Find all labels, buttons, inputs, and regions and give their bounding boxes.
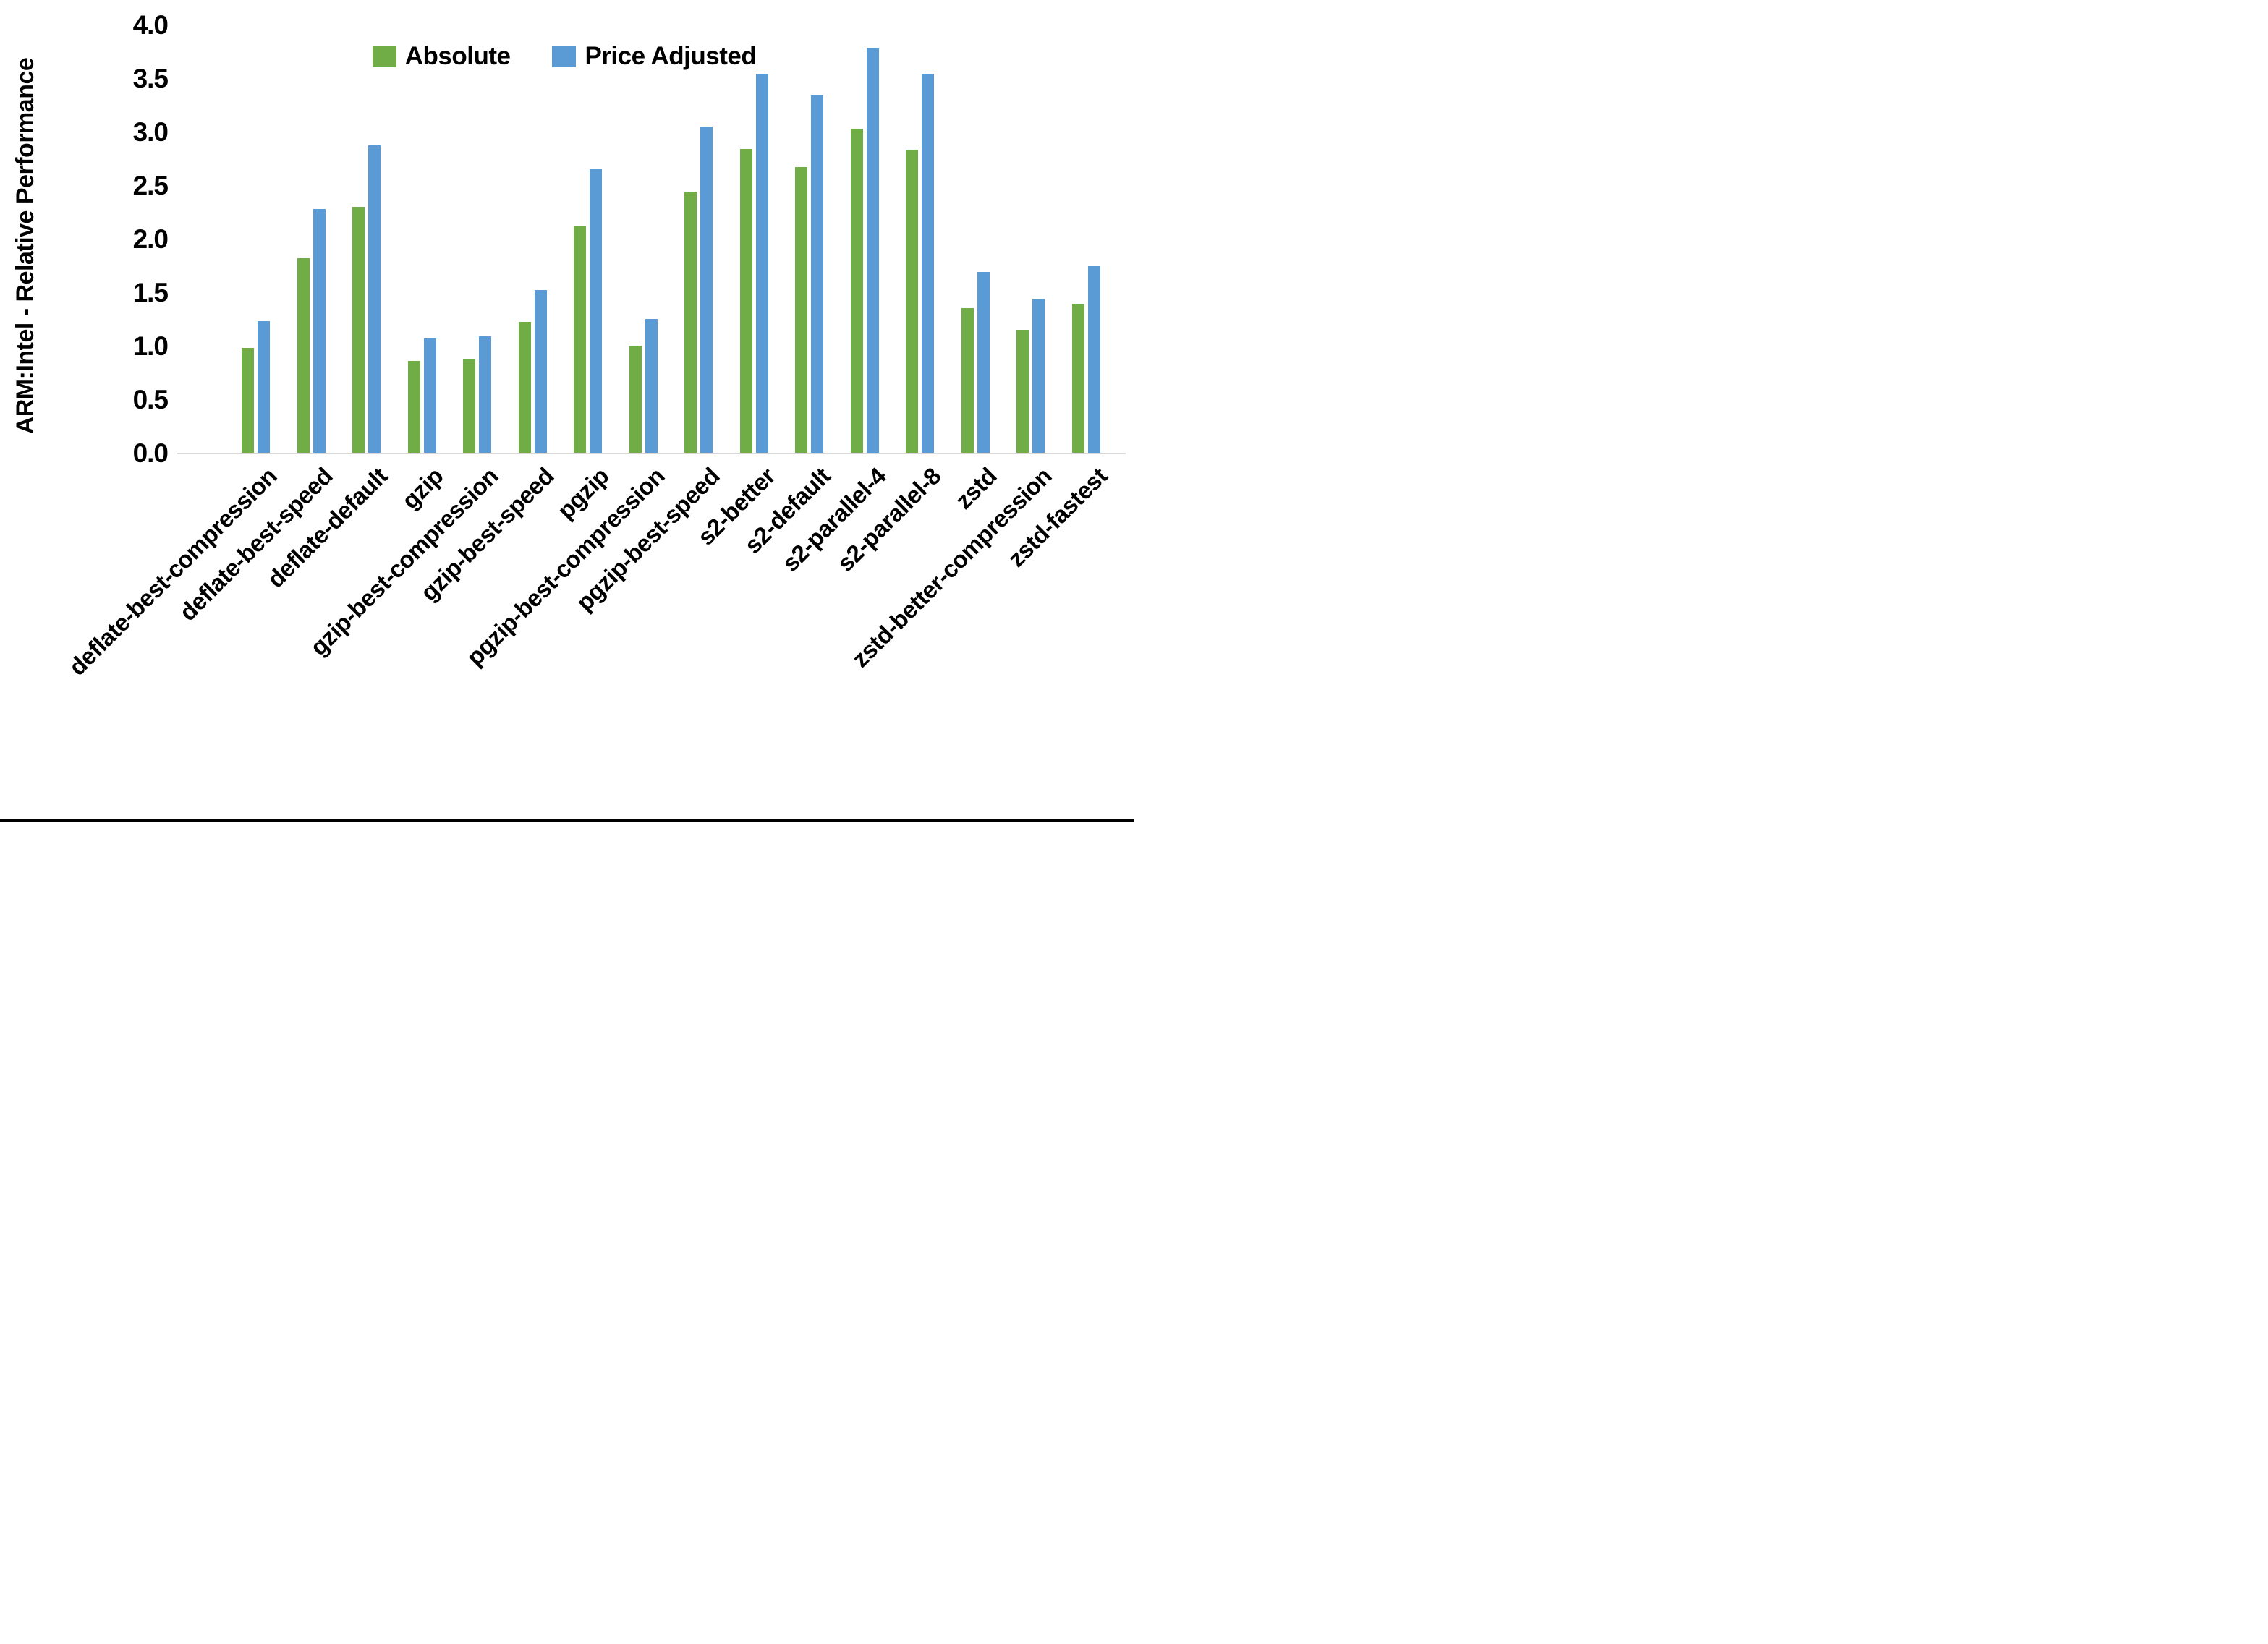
bar-absolute-pgzip-best-compression [629,346,642,453]
bar-price-adjusted-gzip [423,338,436,453]
bar-price-adjusted-pgzip-best-speed [700,126,713,453]
bar-absolute-gzip-best-compression [463,359,475,453]
bar-absolute-s2-better [739,148,752,453]
legend-entry-absolute: Absolute [372,42,511,71]
bar-price-adjusted-pgzip-best-compression [645,319,658,453]
y-tick-label-0.5: 0.5 [132,385,169,414]
bar-price-adjusted-deflate-default [368,145,381,453]
legend-swatch-absolute-icon [372,46,396,67]
bar-absolute-gzip [407,360,420,453]
legend: Absolute Price Adjusted [177,42,951,71]
bar-price-adjusted-s2-default [811,95,823,453]
bar-absolute-deflate-best-speed [297,257,310,453]
bar-absolute-pgzip-best-speed [684,191,697,453]
plot-area: 4.0 3.5 3.0 2.5 2.0 1.5 1.0 0.5 0.0 deflate-best-… [0,0,1134,822]
y-tick-label-3.0: 3.0 [132,117,169,147]
y-tick-label-1.5: 1.5 [132,278,169,307]
y-tick-label-0.0: 0.0 [132,438,169,468]
legend-label-price-adjusted: Price Adjusted [585,42,757,70]
bar-absolute-zstd-better-compression [1016,329,1029,453]
y-tick-label-3.5: 3.5 [132,64,169,93]
y-tick-label-1.0: 1.0 [132,331,169,361]
bar-price-adjusted-deflate-best-compression [258,320,270,453]
chart-figure: ARM:Intel - Relative Performance Absolut… [0,0,1134,822]
y-tick-label-4.0: 4.0 [132,10,169,40]
bar-absolute-zstd [961,308,974,453]
legend-swatch-price-adjusted-icon [552,46,577,67]
bar-price-adjusted-s2-better [755,74,768,453]
bar-absolute-pgzip [574,226,586,453]
bar-absolute-gzip-best-speed [518,322,531,453]
bar-price-adjusted-gzip-best-speed [534,290,547,453]
bar-price-adjusted-deflate-best-speed [313,208,326,453]
bar-price-adjusted-gzip-best-compression [479,336,491,453]
bar-absolute-s2-parallel-4 [850,128,863,453]
bar-absolute-s2-parallel-8 [906,150,918,453]
legend-label-absolute: Absolute [404,42,511,70]
y-tick-label-2.0: 2.0 [132,224,169,254]
bar-absolute-s2-default [795,166,807,453]
legend-entry-price-adjusted: Price Adjusted [552,42,757,71]
bar-absolute-zstd-fastest [1071,304,1084,453]
bar-price-adjusted-zstd [977,271,990,453]
y-tick-label-2.5: 2.5 [132,171,169,200]
bar-absolute-deflate-best-compression [242,347,254,453]
bar-absolute-deflate-default [352,206,365,453]
bar-price-adjusted-zstd-fastest [1087,266,1100,453]
bottom-border [0,819,1134,822]
bar-price-adjusted-pgzip [590,169,602,453]
bar-price-adjusted-s2-parallel-4 [866,48,879,453]
x-axis-line [177,453,1126,454]
bar-price-adjusted-s2-parallel-8 [922,74,934,453]
bar-price-adjusted-zstd-better-compression [1032,298,1045,453]
